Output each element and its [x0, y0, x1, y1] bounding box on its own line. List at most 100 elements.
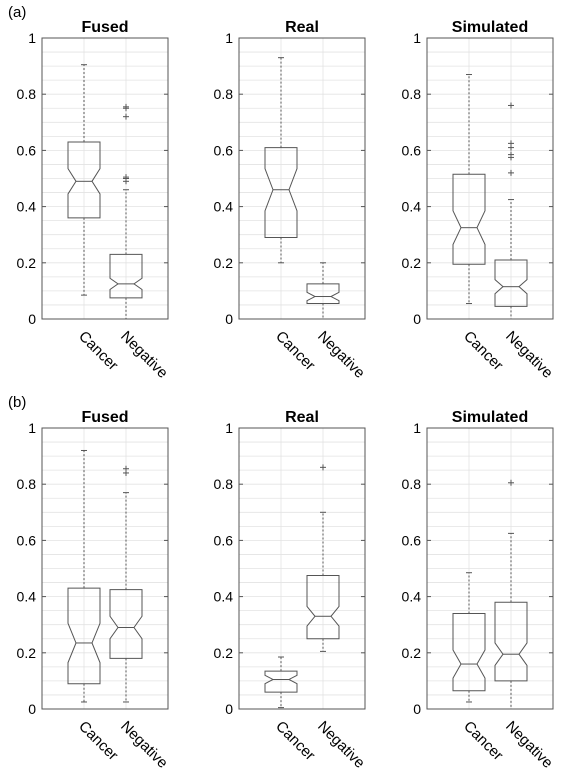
notched-box [109, 589, 143, 659]
panel-a: (a)Fused00.20.40.60.81CancerNegativeReal… [8, 4, 556, 382]
category-label: Negative [117, 328, 171, 382]
y-tick-label: 0.2 [402, 255, 422, 271]
category-label: Negative [314, 328, 368, 382]
notched-box [494, 259, 528, 307]
y-tick-label: 1 [28, 420, 36, 436]
y-tick-label: 0.2 [214, 645, 234, 661]
y-tick-label: 0.8 [402, 476, 422, 492]
box-cancer [67, 449, 101, 703]
y-tick-label: 0.6 [214, 532, 234, 548]
notched-box [67, 141, 101, 219]
y-tick-label: 0.6 [17, 532, 37, 548]
category-label: Cancer [460, 328, 506, 374]
notched-box [67, 587, 101, 685]
panel-b: (b)Fused00.20.40.60.81CancerNegativeReal… [8, 394, 556, 772]
y-tick-label: 0.8 [214, 86, 234, 102]
chart-title: Simulated [452, 409, 528, 426]
category-label: Cancer [75, 718, 121, 764]
category-label: Cancer [272, 328, 318, 374]
box-negative [109, 103, 143, 320]
y-tick-label: 0 [225, 311, 233, 327]
box-negative [109, 465, 143, 703]
y-tick-label: 0.2 [402, 645, 422, 661]
outlier-marker [508, 479, 514, 486]
category-label: Negative [117, 718, 171, 772]
outlier-marker [123, 103, 129, 110]
outlier-marker [123, 174, 129, 181]
category-label: Negative [314, 718, 368, 772]
y-tick-label: 0.8 [214, 476, 234, 492]
chart-title: Fused [81, 19, 128, 36]
panel-label: (b) [8, 394, 26, 411]
category-label: Cancer [272, 718, 318, 764]
y-tick-label: 0 [413, 311, 421, 327]
axes-frame [41, 37, 169, 320]
box-cancer [67, 64, 101, 296]
box-cancer [264, 57, 298, 264]
chart-title: Simulated [452, 19, 528, 36]
y-tick-label: 1 [413, 420, 421, 436]
y-tick-label: 0.4 [402, 199, 422, 215]
outlier-marker [320, 464, 326, 471]
notched-box [306, 575, 340, 640]
notched-box [264, 670, 298, 693]
outlier-marker [508, 151, 514, 158]
y-tick-label: 0.8 [402, 86, 422, 102]
box-negative [494, 479, 528, 710]
axes-frame [238, 37, 366, 320]
outlier-marker [123, 113, 129, 120]
box-cancer [452, 572, 486, 703]
category-label: Negative [502, 328, 556, 382]
box-negative [494, 102, 528, 320]
notched-box [306, 283, 340, 305]
y-tick-label: 0.2 [17, 645, 37, 661]
category-label: Cancer [75, 328, 121, 374]
y-tick-label: 0.2 [17, 255, 37, 271]
y-tick-label: 0.8 [17, 476, 37, 492]
outlier-marker [508, 140, 514, 147]
y-tick-label: 0 [225, 701, 233, 717]
outlier-marker [508, 169, 514, 176]
axes-frame [238, 427, 366, 710]
axes-frame [41, 427, 169, 710]
y-tick-label: 0.4 [17, 589, 37, 605]
chart-title: Real [285, 409, 319, 426]
box-cancer [264, 656, 298, 709]
notched-box [452, 612, 486, 692]
chart-title: Fused [81, 409, 128, 426]
y-tick-label: 1 [28, 30, 36, 46]
axes-frame [426, 37, 554, 320]
y-tick-label: 0.4 [402, 589, 422, 605]
y-tick-label: 1 [413, 30, 421, 46]
axes-frame [426, 427, 554, 710]
box-negative [306, 262, 340, 320]
y-tick-label: 0 [28, 701, 36, 717]
y-tick-label: 0.8 [17, 86, 37, 102]
category-label: Cancer [460, 718, 506, 764]
category-label: Negative [502, 718, 556, 772]
y-tick-label: 0.6 [214, 142, 234, 158]
y-tick-label: 0 [413, 701, 421, 717]
y-tick-label: 0.6 [402, 532, 422, 548]
outlier-marker [123, 465, 129, 472]
notched-box [494, 601, 528, 682]
y-tick-label: 0.4 [214, 589, 234, 605]
y-tick-label: 0.6 [402, 142, 422, 158]
box-cancer [452, 74, 486, 305]
y-tick-label: 0.4 [214, 199, 234, 215]
notched-box [109, 253, 143, 299]
y-tick-label: 0.6 [17, 142, 37, 158]
y-tick-label: 1 [225, 30, 233, 46]
y-tick-label: 1 [225, 420, 233, 436]
notched-box [452, 173, 486, 265]
chart-title: Real [285, 19, 319, 36]
panel-label: (a) [8, 4, 26, 21]
box-negative [306, 464, 340, 652]
